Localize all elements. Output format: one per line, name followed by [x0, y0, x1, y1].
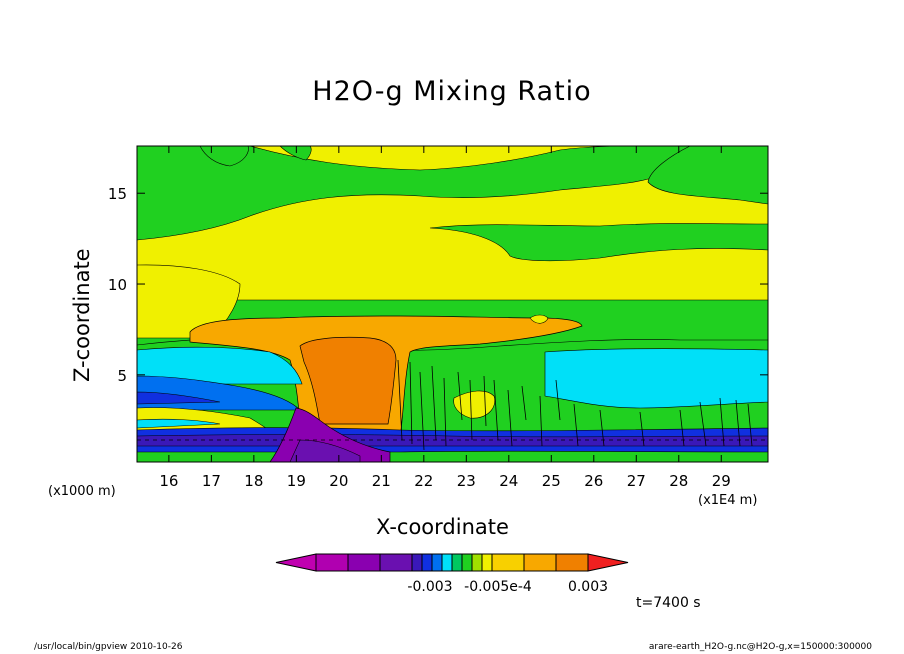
y-tick-label: 5: [117, 367, 127, 385]
contour-mid-green-band: [429, 223, 768, 262]
contour-orange-inner: [299, 336, 397, 425]
colorbar-label: -0.005e-4: [464, 579, 532, 595]
contour-top-green-patch-2: [279, 146, 312, 161]
contour-field: [137, 146, 768, 462]
colorbar-segment: [421, 553, 433, 572]
x-tick-label: 16: [159, 472, 178, 490]
colorbar-label: 0.003: [568, 579, 608, 595]
x-unit-left-label: (x1000 m): [48, 484, 116, 499]
colorbar-left-arrow: [275, 553, 317, 572]
x-tick-label: 24: [499, 472, 518, 490]
colorbar-segment: [441, 553, 453, 572]
x-tick-label: 20: [329, 472, 348, 490]
y-axis-label: Z-coordinate: [70, 248, 94, 382]
chart-title: H2O-g Mixing Ratio: [312, 76, 592, 107]
x-tick-label: 18: [244, 472, 263, 490]
y-tick-label: 15: [108, 185, 127, 203]
contour-violet-plume: [289, 439, 361, 462]
x-tick-label: 25: [542, 472, 561, 490]
x-tick-label: 21: [372, 472, 391, 490]
colorbar-segment: [471, 553, 483, 572]
contour-top-yellow: [249, 146, 641, 171]
colorbar-label: -0.003: [407, 579, 452, 595]
colorbar: -0.003 -0.005e-4 0.003: [275, 553, 629, 595]
x-tick-label: 22: [414, 472, 433, 490]
y-axis: 5 10 15: [108, 185, 768, 385]
contour-cyan-lower-strip: [137, 418, 221, 429]
contour-yellow-speck-2: [529, 314, 549, 324]
colorbar-segment: [555, 553, 589, 572]
colorbar-segment: [411, 553, 423, 572]
contour-top-green-patch: [199, 146, 249, 167]
x-tick-label: 19: [287, 472, 306, 490]
contour-cyan-left: [137, 346, 303, 385]
footer-source: arare-earth_H2O-g.nc@H2O-g,x=150000:3000…: [648, 642, 872, 652]
time-annotation: t=7400 s: [636, 595, 701, 611]
colorbar-segment: [481, 553, 493, 572]
contour-navy-left: [137, 391, 221, 405]
contour-turbulence-lines: [397, 359, 753, 451]
x-axis-label: X-coordinate: [376, 515, 509, 539]
x-axis: 16 17 18 19 20 21 22 23 24 25 26 27 28 29: [159, 146, 731, 490]
x-unit-right-label: (x1E4 m): [698, 493, 758, 508]
contour-right-green: [647, 146, 768, 205]
colorbar-segment: [451, 553, 463, 572]
colorbar-segment: [523, 553, 557, 572]
colorbar-segment: [491, 553, 525, 572]
colorbar-segment: [431, 553, 443, 572]
plot-frame: [136, 145, 769, 463]
x-tick-label: 26: [584, 472, 603, 490]
x-tick-label: 27: [627, 472, 646, 490]
x-tick-label: 17: [202, 472, 221, 490]
colorbar-right-arrow: [587, 553, 629, 572]
x-tick-label: 23: [457, 472, 476, 490]
colorbar-segment: [315, 553, 349, 572]
footer-command: /usr/local/bin/gpview 2010-10-26: [34, 642, 183, 652]
colorbar-segment: [379, 553, 413, 572]
contour-cyan-right: [544, 348, 768, 409]
colorbar-segment: [347, 553, 381, 572]
x-tick-label: 29: [712, 472, 731, 490]
x-tick-label: 28: [669, 472, 688, 490]
colorbar-segment: [461, 553, 473, 572]
y-tick-label: 10: [108, 276, 127, 294]
